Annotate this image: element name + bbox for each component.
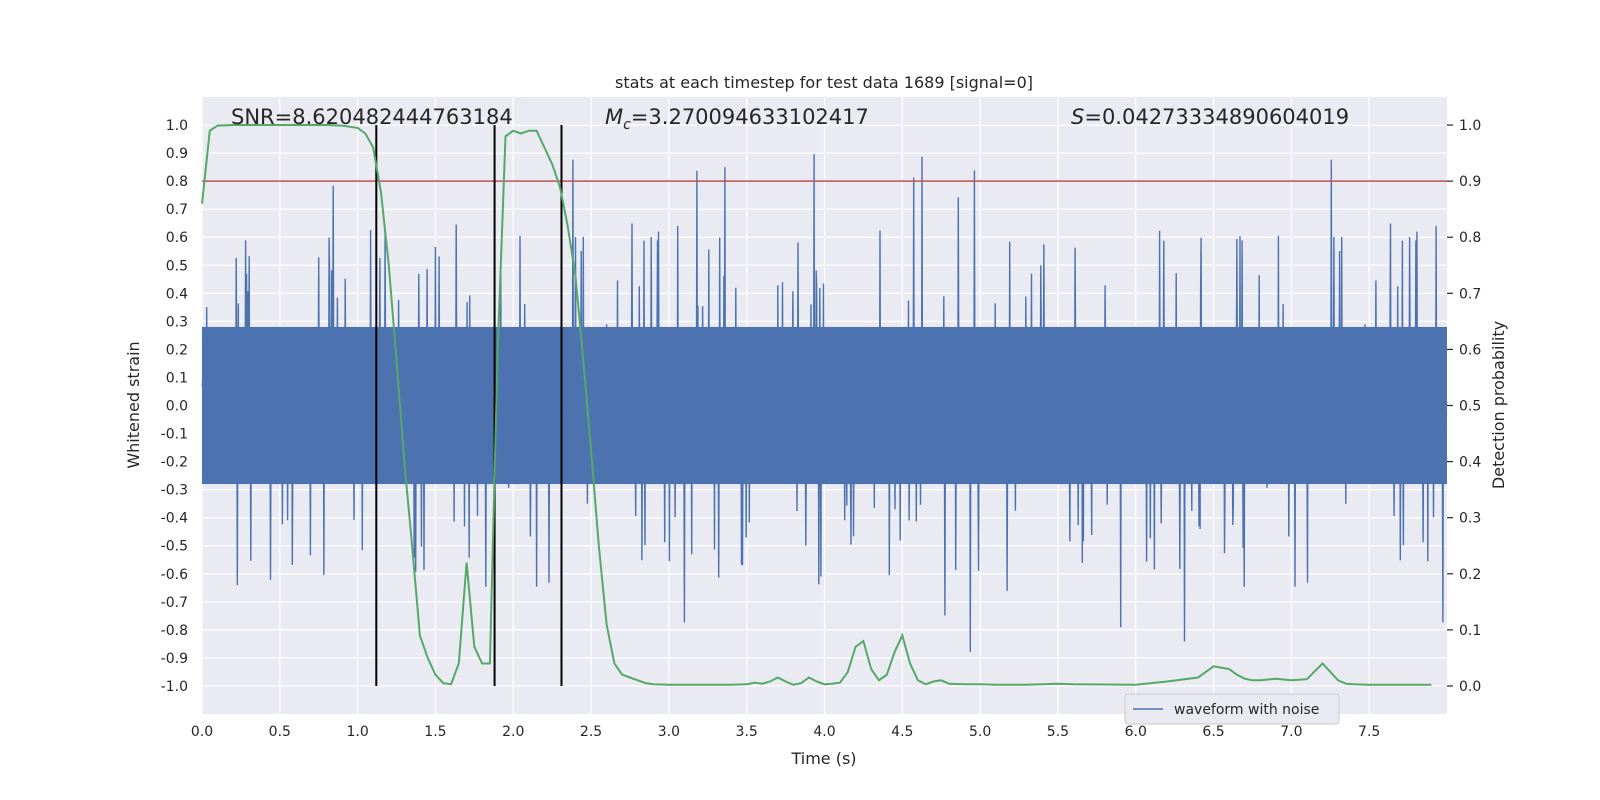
y-right-tick-label: 0.0	[1459, 679, 1481, 695]
waveform-line	[201, 154, 1448, 652]
x-tick-label: 5.5	[1047, 724, 1069, 740]
chirp-mass-subscript: c	[623, 117, 631, 133]
y-left-tick-label: 0.5	[166, 258, 188, 274]
y-left-tick-label: 0.1	[166, 370, 188, 386]
left-y-axis-ticks: 1.0 0.9 0.8 0.7 0.6 0.5 0.4 0.3 0.2 0.1 0.0 -0.1 -0.…	[161, 118, 188, 695]
y-left-tick-label: 0.6	[166, 230, 188, 246]
s-symbol: S	[1071, 105, 1084, 129]
x-tick-label: 6.0	[1125, 724, 1147, 740]
y-left-tick-label: 0.2	[166, 342, 188, 358]
y-left-tick-label: 0.4	[166, 286, 188, 302]
x-tick-label: 6.5	[1202, 724, 1224, 740]
s-annotation: S=0.04273334890604019	[1071, 105, 1349, 129]
y-right-tick-label: 1.0	[1459, 118, 1481, 134]
x-tick-label: 2.0	[502, 724, 524, 740]
y-right-tick-label: 0.7	[1459, 286, 1481, 302]
s-value: =0.04273334890604019	[1084, 105, 1349, 129]
y-left-tick-label: -0.4	[161, 511, 188, 527]
y-left-tick-label: 0.3	[166, 314, 188, 330]
y-right-tick-label: 0.2	[1459, 567, 1481, 583]
y-left-tick-label: 1.0	[166, 118, 188, 134]
x-axis-label: Time (s)	[790, 749, 856, 768]
y-right-tick-label: 0.8	[1459, 230, 1481, 246]
x-tick-label: 1.5	[424, 724, 446, 740]
legend-box	[1124, 693, 1340, 725]
y-left-tick-label: 0.8	[166, 174, 188, 190]
y-left-tick-label: -0.9	[161, 651, 188, 667]
legend: waveform with noise	[1124, 693, 1340, 725]
y-left-tick-label: 0.9	[166, 146, 188, 162]
y-right-tick-label: 0.5	[1459, 399, 1481, 415]
x-tick-label: 5.0	[969, 724, 991, 740]
y-right-tick-label: 0.4	[1459, 455, 1481, 471]
y-left-tick-label: -0.1	[161, 427, 188, 443]
chirp-mass-symbol: M	[605, 105, 623, 129]
y-right-tick-label: 0.9	[1459, 174, 1481, 190]
x-tick-label: 0.5	[269, 724, 291, 740]
right-y-axis-label: Detection probability	[1489, 321, 1508, 489]
y-right-tick-label: 0.6	[1459, 342, 1481, 358]
vertical-markers	[375, 125, 563, 686]
y-right-tick-label: 0.3	[1459, 511, 1481, 527]
y-left-tick-label: -0.3	[161, 483, 188, 499]
x-tick-label: 2.5	[580, 724, 602, 740]
x-tick-label: 7.0	[1280, 724, 1302, 740]
y-left-tick-label: -0.8	[161, 623, 188, 639]
y-left-tick-label: 0.7	[166, 202, 188, 218]
chirp-mass-annotation: Mc=3.270094633102417	[605, 105, 869, 133]
left-y-axis-label: Whitened strain	[124, 341, 143, 468]
chirp-mass-value: =3.270094633102417	[631, 105, 869, 129]
x-tick-label: 7.5	[1358, 724, 1380, 740]
x-tick-label: 3.0	[658, 724, 680, 740]
x-axis-ticks: 0.0 0.5 1.0 1.5 2.0 2.5 3.0 3.5 4.0 4.5 5.0 5.5 6.0 6…	[191, 724, 1380, 740]
x-tick-label: 4.5	[891, 724, 913, 740]
snr-annotation: SNR=8.620482444763184	[231, 105, 513, 129]
y-left-tick-label: -1.0	[161, 679, 188, 695]
probability-line	[201, 124, 1432, 686]
y-left-tick-label: -0.5	[161, 539, 188, 555]
y-left-tick-label: -0.2	[161, 455, 188, 471]
y-left-tick-label: -0.6	[161, 567, 188, 583]
y-left-tick-label: -0.7	[161, 595, 188, 611]
y-left-tick-label: 0.0	[166, 399, 188, 415]
probability-series	[201, 124, 1432, 686]
chart-title: stats at each timestep for test data 168…	[615, 73, 1033, 92]
x-tick-label: 1.0	[346, 724, 368, 740]
x-tick-label: 3.5	[736, 724, 758, 740]
x-tick-label: 4.0	[813, 724, 835, 740]
x-tick-label: 0.0	[191, 724, 213, 740]
y-right-tick-label: 0.1	[1459, 623, 1481, 639]
legend-label: waveform with noise	[1174, 702, 1319, 718]
waveform-series	[201, 154, 1448, 652]
right-y-axis-ticks: 1.0 0.9 0.8 0.7 0.6 0.5 0.4 0.3 0.2 0.1 0.0	[1447, 118, 1481, 695]
